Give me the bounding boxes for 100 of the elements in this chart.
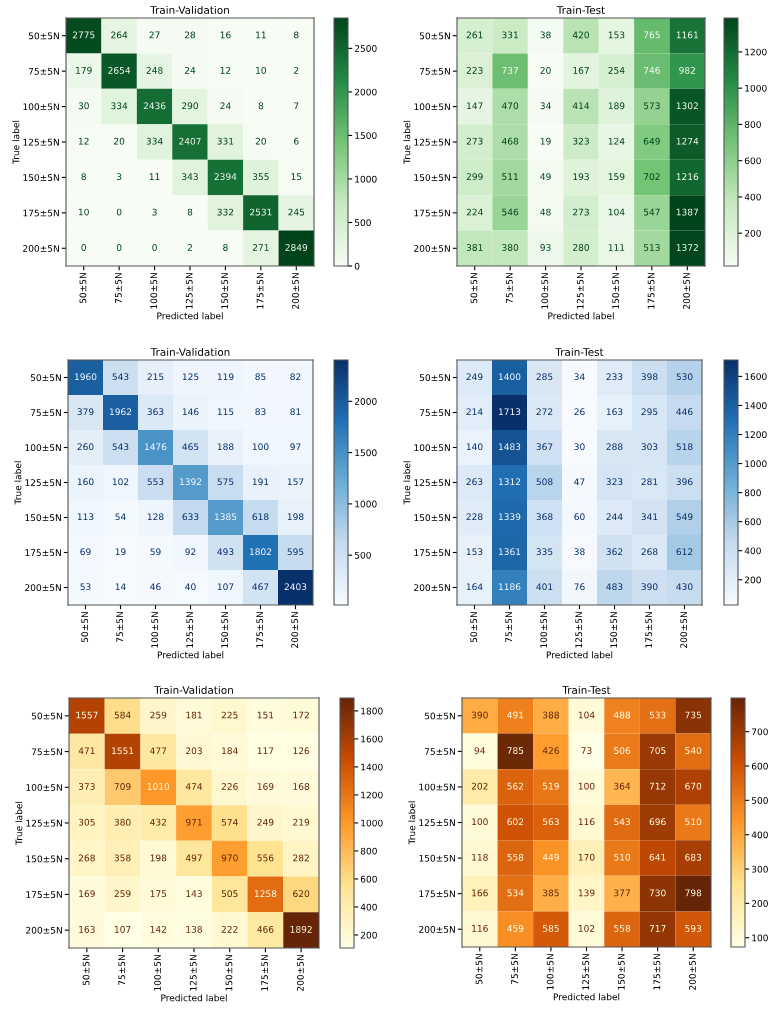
data-label: 193 — [573, 173, 589, 181]
data-label: 139 — [578, 889, 595, 897]
y-tick-label: 150±5N — [419, 854, 455, 862]
y-tick-label: 175±5N — [419, 890, 455, 898]
color-bar-label: 800 — [744, 121, 761, 128]
data-label: 153 — [466, 548, 483, 556]
y-axis-title: True label — [12, 120, 20, 164]
data-label: 506 — [614, 747, 631, 754]
x-tick-label: 75±5N — [511, 954, 518, 985]
data-label: 1400 — [499, 373, 521, 381]
x-tick-label: 200±5N — [683, 273, 690, 309]
y-tick-label: 75±5N — [419, 409, 450, 417]
data-label: 20 — [114, 137, 125, 145]
color-bar-label: 1000 — [745, 84, 767, 92]
chart-title: Train-Validation — [150, 347, 230, 356]
data-label: 38 — [540, 31, 551, 39]
data-label: 30 — [78, 102, 89, 110]
data-label: 510 — [685, 818, 702, 826]
data-label: 574 — [221, 818, 238, 826]
data-label: 474 — [185, 783, 203, 790]
data-label: 100 — [472, 818, 488, 826]
data-label: 602 — [507, 818, 524, 826]
data-label: 334 — [146, 137, 163, 145]
y-tick-label: 150±5N — [414, 174, 450, 181]
color-bar-label: 1000 — [355, 175, 377, 183]
data-label: 1372 — [676, 244, 698, 251]
color-bar-label: 600 — [360, 875, 377, 883]
data-label: 553 — [147, 478, 164, 486]
data-label: 12 — [220, 66, 231, 74]
data-label: 53 — [80, 583, 91, 591]
data-label: 244 — [606, 513, 623, 520]
y-tick-label: 175±5N — [414, 209, 450, 217]
x-axis-title: Predicted label — [157, 312, 223, 320]
color-bar-label: 600 — [744, 518, 761, 526]
y-tick-label: 100±5N — [419, 783, 455, 791]
color-bar-label: 400 — [360, 903, 377, 911]
x-tick-label: 200±5N — [291, 612, 299, 648]
data-label: 785 — [507, 747, 524, 754]
data-label: 1186 — [499, 583, 521, 591]
data-label: 198 — [150, 854, 167, 862]
data-label: 362 — [606, 548, 623, 556]
data-label: 272 — [536, 408, 553, 415]
data-label: 82 — [290, 373, 301, 381]
data-label: 363 — [147, 408, 164, 416]
data-label: 60 — [574, 513, 585, 521]
data-label: 94 — [474, 747, 486, 754]
color-bar-label: 0 — [354, 262, 360, 270]
data-label: 381 — [466, 244, 483, 251]
data-label: 533 — [649, 711, 666, 719]
data-label: 226 — [221, 783, 238, 790]
data-label: 2407 — [179, 137, 201, 145]
x-tick-label: 150±5N — [610, 612, 618, 648]
data-label: 1387 — [676, 208, 698, 216]
data-label: 143 — [186, 890, 202, 898]
x-tick-label: 100±5N — [541, 273, 549, 309]
data-label: 380 — [502, 244, 519, 251]
data-label: 273 — [466, 137, 483, 145]
data-label: 191 — [252, 478, 269, 486]
data-label: 47 — [574, 478, 585, 485]
data-label: 147 — [467, 102, 483, 110]
data-label: 730 — [649, 889, 666, 897]
data-label: 1361 — [499, 548, 521, 556]
data-label: 11 — [256, 31, 266, 39]
data-label: 465 — [182, 443, 199, 451]
data-label: 215 — [147, 373, 164, 381]
data-label: 111 — [608, 244, 625, 251]
data-label: 59 — [150, 548, 161, 556]
data-label: 717 — [649, 925, 666, 932]
data-label: 73 — [581, 747, 592, 754]
data-label: 24 — [220, 102, 231, 110]
data-label: 540 — [685, 747, 702, 754]
data-label: 377 — [614, 889, 630, 897]
data-label: 534 — [507, 889, 524, 897]
x-tick-label: 175±5N — [647, 273, 655, 309]
data-label: 585 — [543, 925, 559, 932]
y-tick-label: 125±5N — [414, 138, 450, 146]
y-tick-label: 100±5N — [414, 103, 450, 111]
y-tick-label: 100±5N — [25, 444, 61, 452]
data-label: 260 — [77, 443, 94, 451]
data-label: 2403 — [284, 583, 307, 591]
y-axis-title: True label — [408, 801, 416, 845]
data-label: 285 — [536, 373, 553, 381]
data-label: 343 — [182, 173, 198, 181]
color-bar-label: 2000 — [354, 398, 377, 405]
data-label: 19 — [115, 548, 126, 556]
x-tick-label: 100±5N — [546, 954, 554, 990]
data-label: 380 — [114, 818, 131, 826]
x-tick-label: 75±5N — [115, 273, 122, 304]
data-label: 116 — [578, 818, 595, 826]
y-tick-label: 50±5N — [31, 712, 62, 720]
chart-title: Train-Validation — [154, 685, 233, 694]
data-label: 188 — [217, 443, 234, 451]
data-label: 323 — [573, 137, 589, 145]
data-label: 268 — [641, 548, 658, 556]
data-label: 167 — [573, 66, 589, 74]
data-label: 367 — [536, 443, 553, 451]
color-bar-label: 1500 — [355, 132, 377, 139]
color-bar-label: 400 — [751, 831, 768, 839]
y-axis-title: True label — [14, 461, 22, 505]
data-label: 163 — [79, 925, 95, 933]
